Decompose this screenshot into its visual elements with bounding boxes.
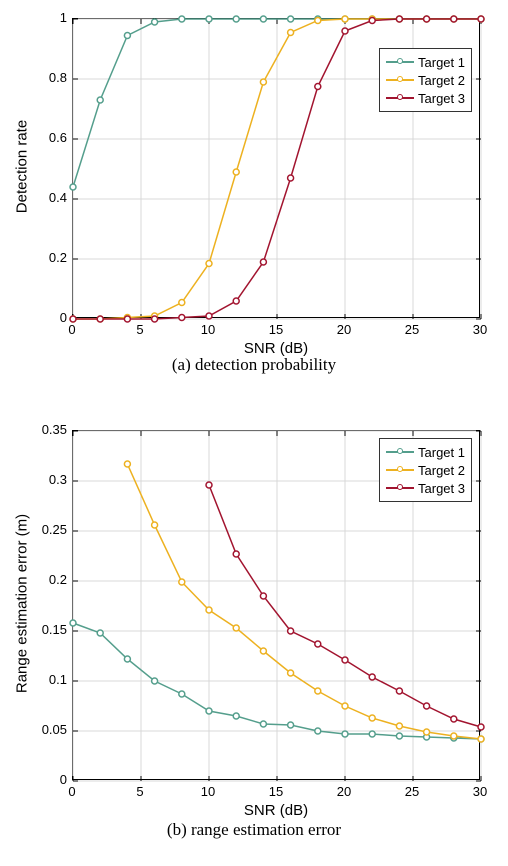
legend-label: Target 3 xyxy=(418,91,465,106)
xtick-label: 10 xyxy=(193,322,223,337)
xtick-label: 15 xyxy=(261,322,291,337)
xtick-label: 30 xyxy=(465,784,495,799)
ytick-label: 0 xyxy=(27,772,67,787)
ytick-label: 0.1 xyxy=(27,672,67,687)
ytick-label: 0.4 xyxy=(27,190,67,205)
legend-label: Target 1 xyxy=(418,55,465,70)
ytick-label: 0.35 xyxy=(27,422,67,437)
panel-b-caption: (b) range estimation error xyxy=(0,820,508,840)
ytick-label: 0 xyxy=(27,310,67,325)
xtick-label: 25 xyxy=(397,784,427,799)
xtick-label: 5 xyxy=(125,784,155,799)
legend-entry: Target 3 xyxy=(386,89,465,107)
panel_a-legend: Target 1 Target 2 Target 3 xyxy=(379,48,472,112)
legend-entry: Target 1 xyxy=(386,53,465,71)
ytick-label: 1 xyxy=(27,10,67,25)
legend-label: Target 2 xyxy=(418,73,465,88)
ytick-label: 0.2 xyxy=(27,572,67,587)
panel-a-caption: (a) detection probability xyxy=(0,355,508,375)
legend-entry: Target 2 xyxy=(386,71,465,89)
xtick-label: 30 xyxy=(465,322,495,337)
ytick-label: 0.15 xyxy=(27,622,67,637)
xtick-label: 20 xyxy=(329,322,359,337)
ytick-label: 0.2 xyxy=(27,250,67,265)
ytick-label: 0.05 xyxy=(27,722,67,737)
legend-swatch xyxy=(386,481,414,495)
legend-label: Target 2 xyxy=(418,463,465,478)
ytick-label: 0.8 xyxy=(27,70,67,85)
xtick-label: 10 xyxy=(193,784,223,799)
xtick-label: 15 xyxy=(261,784,291,799)
xtick-label: 20 xyxy=(329,784,359,799)
ytick-label: 0.6 xyxy=(27,130,67,145)
legend-swatch xyxy=(386,445,414,459)
legend-swatch xyxy=(386,463,414,477)
legend-swatch xyxy=(386,73,414,87)
legend-entry: Target 2 xyxy=(386,461,465,479)
ytick-label: 0.3 xyxy=(27,472,67,487)
legend-swatch xyxy=(386,55,414,69)
panel-a-ylabel: Detection rate xyxy=(14,17,31,317)
panel_b-legend: Target 1 Target 2 Target 3 xyxy=(379,438,472,502)
xtick-label: 5 xyxy=(125,322,155,337)
ytick-label: 0.25 xyxy=(27,522,67,537)
legend-label: Target 3 xyxy=(418,481,465,496)
xtick-label: 25 xyxy=(397,322,427,337)
panel-b-xlabel: SNR (dB) xyxy=(72,802,480,819)
legend-swatch xyxy=(386,91,414,105)
legend-label: Target 1 xyxy=(418,445,465,460)
legend-entry: Target 1 xyxy=(386,443,465,461)
legend-entry: Target 3 xyxy=(386,479,465,497)
